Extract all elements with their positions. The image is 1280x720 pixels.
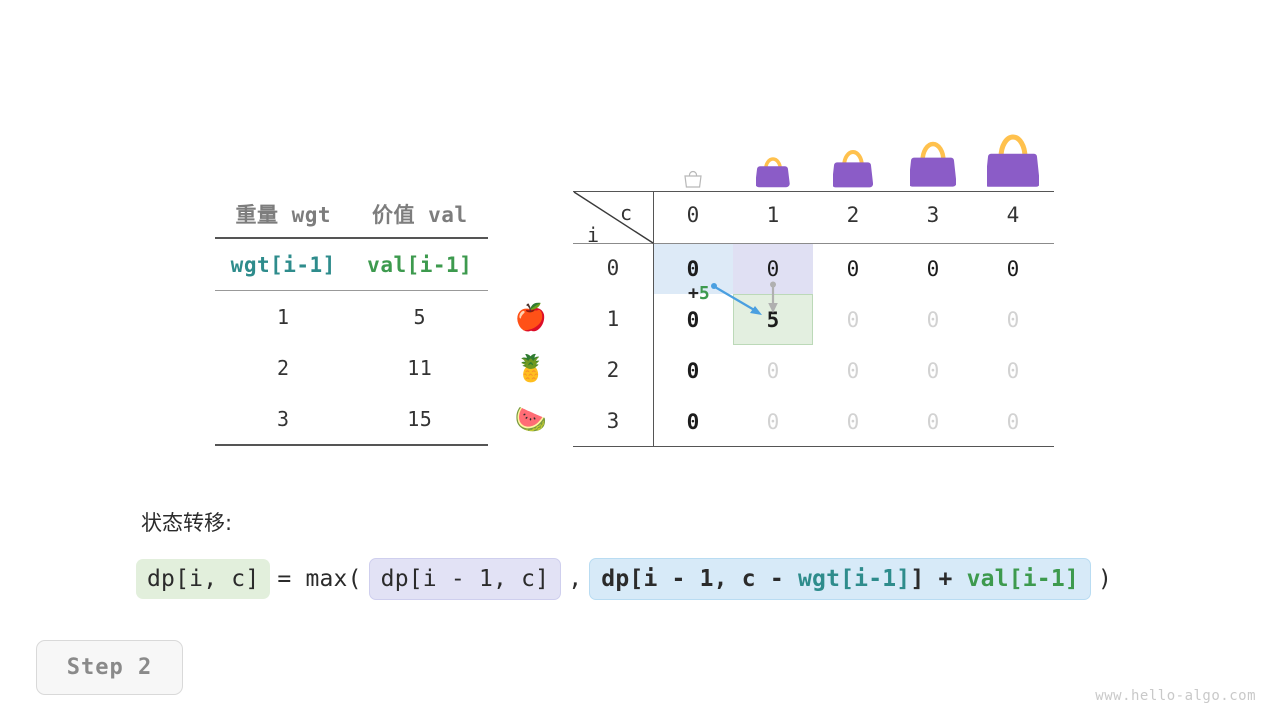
bag-icon-capacity-0 xyxy=(653,120,733,188)
gain-annotation: +5 xyxy=(688,283,710,304)
dp-col-header-2: 2 xyxy=(846,203,860,227)
items-table-subheader-wgt: wgt[i-1] xyxy=(230,252,336,277)
dp-cell-3-3: 0 xyxy=(926,409,940,434)
dp-cell-3-2: 0 xyxy=(846,409,860,434)
transition-label: 状态转移: xyxy=(141,511,233,535)
bag-icon-capacity-4 xyxy=(973,120,1053,188)
dp-cell-0-0: 0 xyxy=(686,256,700,281)
dp-cell-2-0: 0 xyxy=(686,358,700,383)
dp-cell-0-3: 0 xyxy=(926,256,940,281)
dp-cell-3-1: 0 xyxy=(766,409,780,434)
items-wgt-1: 1 xyxy=(276,304,290,329)
bag-icon-capacity-2 xyxy=(813,120,893,188)
dp-cell-2-2: 0 xyxy=(846,358,860,383)
dp-cell-1-1: 5 xyxy=(766,307,780,332)
dp-cell-0-1: 0 xyxy=(766,256,780,281)
dp-cell-3-4: 0 xyxy=(1006,409,1020,434)
dp-col-header-0: 0 xyxy=(686,203,700,227)
dp-cell-3-0: 0 xyxy=(686,409,700,434)
formula-max-open: max( xyxy=(305,566,362,592)
dp-cell-1-4: 0 xyxy=(1006,307,1020,332)
dp-corner-label-c: c xyxy=(620,201,633,225)
transition-formula: dp[i, c] = max( dp[i - 1, c] , dp[i - 1,… xyxy=(136,558,1119,600)
items-wgt-2: 2 xyxy=(276,355,290,380)
table-row: 3 15 xyxy=(215,393,488,444)
dp-rule-top xyxy=(573,191,1054,192)
dp-cell-2-4: 0 xyxy=(1006,358,1020,383)
bag-icon-capacity-1 xyxy=(733,120,813,188)
items-table-header-row: 重量 wgt 价值 val xyxy=(215,190,488,237)
source-prev-capacity-cell xyxy=(653,243,733,294)
formula-comma: , xyxy=(568,566,583,592)
dp-rule-vertical xyxy=(653,191,654,447)
watermark: www.hello-algo.com xyxy=(1095,688,1256,704)
items-table-header-val: 价值 val xyxy=(371,202,468,227)
dp-rule-bottom xyxy=(573,446,1054,447)
step-badge: Step 2 xyxy=(36,640,183,695)
dp-cell-1-2: 0 xyxy=(846,307,860,332)
items-wgt-3: 3 xyxy=(276,406,290,431)
dp-row-header-0: 0 xyxy=(606,256,620,280)
dp-cell-0-2: 0 xyxy=(846,256,860,281)
dp-corner-label-i: i xyxy=(587,223,600,247)
formula-equals: = xyxy=(277,566,292,592)
formula-skip-option: dp[i - 1, c] xyxy=(368,558,562,600)
items-val-3: 15 xyxy=(407,406,433,431)
formula-take-part-3: val[i-1] xyxy=(966,566,1079,592)
pineapple-icon: 🍍 xyxy=(514,353,548,384)
bag-icon-capacity-3 xyxy=(893,120,973,188)
items-val-2: 11 xyxy=(407,355,433,380)
items-val-1: 5 xyxy=(413,304,427,329)
formula-close: ) xyxy=(1097,566,1113,592)
dp-cell-1-3: 0 xyxy=(926,307,940,332)
fruit-column: 🍎 🍍 🍉 xyxy=(508,292,554,445)
dp-cell-2-3: 0 xyxy=(926,358,940,383)
down-transition-arrow-icon xyxy=(768,281,778,313)
items-table-rule-mid xyxy=(215,290,488,291)
dp-col-header-1: 1 xyxy=(766,203,780,227)
dp-row-header-2: 2 xyxy=(606,358,620,382)
dp-cell-2-1: 0 xyxy=(766,358,780,383)
dp-rule-header xyxy=(573,243,1054,244)
items-table-rule-top xyxy=(215,237,488,239)
items-table-subheader-row: wgt[i-1] val[i-1] xyxy=(215,239,488,290)
dp-col-header-4: 4 xyxy=(1006,203,1020,227)
formula-take-option: dp[i - 1, c - wgt[i-1]] + val[i-1] xyxy=(589,558,1091,600)
dp-cell-1-0: 0 xyxy=(686,307,700,332)
dp-row-header-3: 3 xyxy=(606,409,620,433)
watermelon-icon: 🍉 xyxy=(514,404,548,435)
dp-cell-0-4: 0 xyxy=(1006,256,1020,281)
bag-capacity-row xyxy=(653,120,1053,188)
gain-value: 5 xyxy=(698,283,710,304)
items-table-subheader-val: val[i-1] xyxy=(367,252,473,277)
gain-prefix: + xyxy=(688,283,699,304)
items-table: 重量 wgt 价值 val wgt[i-1] val[i-1] 1 5 2 11… xyxy=(215,190,488,446)
apple-icon: 🍎 xyxy=(514,302,548,333)
diagonal-transition-arrow-icon xyxy=(711,283,762,315)
dp-row-header-1: 1 xyxy=(606,307,620,331)
formula-take-part-0: dp[i - 1, c - xyxy=(601,566,798,592)
formula-take-part-1: wgt[i-1] xyxy=(797,566,911,592)
dp-col-header-3: 3 xyxy=(926,203,940,227)
items-table-rule-bottom xyxy=(215,444,488,446)
items-table-header-wgt: 重量 wgt xyxy=(235,202,332,227)
formula-target: dp[i, c] xyxy=(136,559,271,599)
axis-diagonal-icon xyxy=(573,191,654,244)
table-row: 1 5 xyxy=(215,291,488,342)
table-row: 2 11 xyxy=(215,342,488,393)
formula-take-part-2: ] + xyxy=(910,566,967,592)
